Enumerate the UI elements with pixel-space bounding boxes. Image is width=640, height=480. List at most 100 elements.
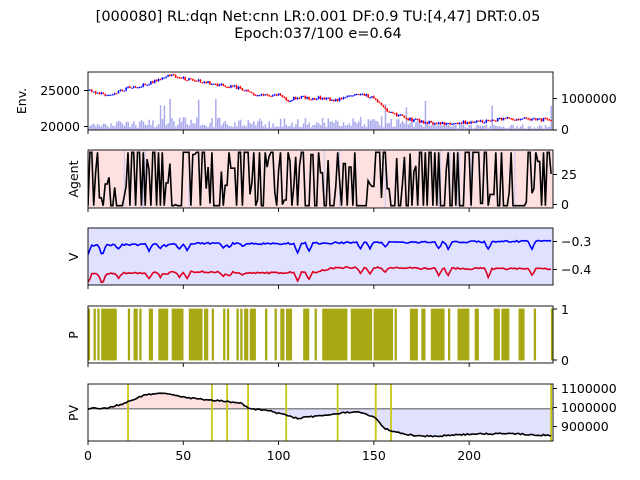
volume-bar — [319, 125, 322, 130]
candle-body — [249, 91, 251, 93]
volume-bar — [131, 123, 133, 130]
prob-axes-frame — [87, 305, 554, 364]
volume-bar — [207, 127, 209, 130]
prob-bar — [135, 308, 138, 361]
candle-body — [325, 98, 328, 100]
prob-bar — [181, 308, 184, 361]
candle-body — [199, 79, 202, 83]
candle-body — [312, 98, 314, 100]
candle-body — [363, 93, 366, 96]
candle-body — [394, 113, 396, 115]
candle-body — [428, 120, 430, 124]
candle-body — [104, 94, 106, 96]
volume-bar — [512, 124, 514, 130]
volume-bar — [104, 123, 107, 130]
volume-bar — [430, 125, 432, 130]
pv-axes-frame — [87, 383, 554, 442]
candle-body — [222, 83, 225, 86]
volume-bar — [218, 117, 221, 130]
candle-body — [306, 96, 308, 99]
prob-bar — [314, 308, 317, 361]
candle-body — [479, 120, 482, 122]
volume-bar — [439, 124, 442, 130]
prob-bar — [251, 308, 254, 361]
volume-bar — [136, 127, 139, 130]
candle-body — [544, 118, 547, 120]
candle-body — [247, 89, 249, 92]
candle-body — [127, 86, 129, 88]
volume-bar — [521, 124, 524, 130]
volume-bar — [447, 124, 450, 130]
volume-bar — [529, 126, 532, 130]
volume-bar — [373, 119, 375, 130]
volume-bar — [133, 121, 135, 130]
candle-body — [89, 89, 91, 91]
volume-bar — [314, 124, 316, 130]
prob-bar — [522, 308, 525, 361]
prob-bar — [430, 308, 434, 361]
volume-bar — [222, 122, 225, 130]
prob-bar — [211, 308, 214, 361]
volume-bar — [285, 125, 288, 130]
volume-bar — [171, 118, 173, 130]
prob-bar — [440, 308, 443, 361]
candle-body — [468, 122, 470, 124]
pv-xtick-label: 100 — [267, 448, 291, 463]
candle-body — [327, 97, 329, 99]
volume-bar — [148, 119, 150, 130]
volume-bar — [476, 124, 478, 130]
candle-body — [453, 123, 455, 125]
candle-body — [237, 86, 240, 89]
candle-body — [460, 122, 463, 124]
candle-body — [264, 94, 267, 96]
volume-bar — [196, 117, 198, 130]
prob-bar — [411, 308, 415, 361]
volume-bar — [232, 126, 234, 130]
candle-body — [369, 97, 371, 99]
candle-body — [129, 86, 131, 88]
volume-bar — [548, 126, 551, 130]
candle-body — [136, 87, 139, 89]
prob-bar — [341, 308, 344, 361]
prob-bar — [421, 308, 424, 361]
candle-body — [432, 122, 434, 125]
candle-body — [100, 92, 103, 94]
prob-bar — [324, 308, 327, 361]
candle-body — [333, 99, 335, 102]
pv-ylabel: PV — [66, 405, 81, 422]
candle-body — [495, 120, 497, 122]
volume-bar — [340, 126, 343, 130]
volume-bar — [169, 98, 171, 130]
candle-body — [214, 83, 217, 85]
prob-bar — [287, 308, 291, 361]
candle-body — [491, 119, 493, 121]
candle-body — [180, 77, 183, 79]
candle-body — [283, 97, 286, 99]
volume-bar — [542, 128, 545, 130]
volume-bar — [363, 124, 366, 130]
candle-body — [287, 100, 289, 102]
volume-bar — [493, 124, 495, 130]
volume-bar — [264, 124, 267, 130]
volume-bar — [91, 124, 93, 130]
candle-body — [239, 86, 242, 89]
prob-bar — [505, 308, 508, 361]
volume-bar — [163, 105, 166, 130]
volume-bar — [525, 128, 528, 130]
volume-bar — [119, 121, 122, 130]
candle-body — [376, 99, 379, 103]
value-ytick-0.3: −0.3 — [561, 234, 591, 249]
volume-bar — [241, 126, 244, 130]
volume-bar — [510, 124, 512, 130]
volume-bar — [533, 127, 535, 130]
value-panel: V −0.3 −0.4 — [66, 227, 591, 286]
prob-bar — [322, 308, 325, 361]
volume-bar — [411, 121, 413, 130]
prob-bar — [101, 308, 104, 361]
candle-body — [293, 96, 295, 101]
candle-body — [241, 88, 244, 91]
pv-xtick-label: 0 — [84, 448, 92, 463]
candle-body — [302, 95, 305, 97]
candle-body — [357, 94, 360, 96]
candle-body — [449, 123, 451, 125]
